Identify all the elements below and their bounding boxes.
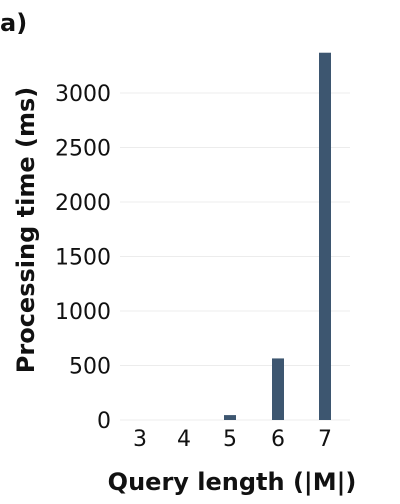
y-tick-label: 1000 [55,300,111,325]
y-axis-title: Processing time (ms) [12,87,40,373]
y-tick-label: 3000 [55,82,111,107]
bar-5 [224,415,236,420]
y-tick-label: 1500 [55,246,111,271]
grid-lines [120,92,350,421]
x-tick-label: 4 [177,427,191,452]
x-tick-label: 5 [223,427,237,452]
bar-7 [319,52,331,420]
y-tick-label: 2000 [55,191,111,216]
x-tick-labels: 3 4 5 6 7 [133,427,332,452]
x-tick-label: 6 [271,427,285,452]
bar-6 [272,358,284,420]
x-tick-label: 7 [318,427,332,452]
y-tick-labels: 0 500 1000 1500 2000 2500 3000 [55,82,111,434]
x-axis-title: Query length (|M|) [108,468,357,496]
panel-label: a) [0,9,27,37]
y-tick-label: 2500 [55,137,111,162]
bars [224,52,331,420]
x-tick-label: 3 [133,427,147,452]
y-tick-label: 500 [69,355,111,380]
y-tick-label: 0 [97,409,111,434]
